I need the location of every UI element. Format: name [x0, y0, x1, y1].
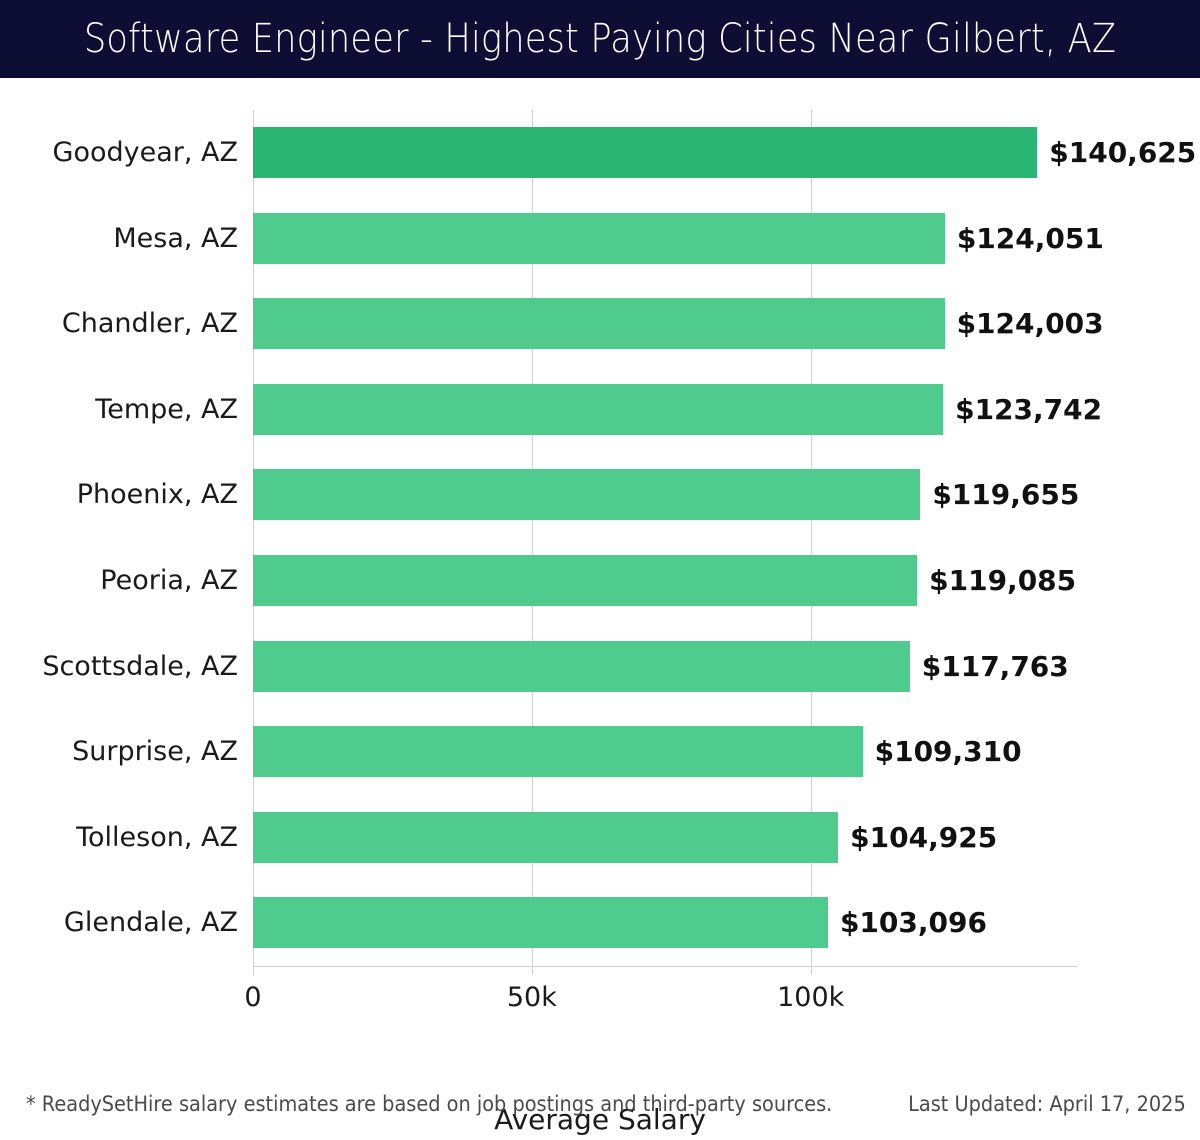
bar-row: Tolleson, AZ $104,925 — [76, 795, 1077, 881]
footer-disclaimer: * ReadySetHire salary estimates are base… — [26, 1092, 833, 1116]
bar-value-label: $109,310 — [874, 735, 1022, 769]
bar — [253, 127, 1038, 178]
bar-value-label: $117,763 — [921, 649, 1069, 683]
bar-category-label: Glendale, AZ — [63, 907, 238, 939]
bar-value-label: $119,085 — [929, 564, 1077, 597]
page-title: Software Engineer - Highest Paying Citie… — [83, 16, 1117, 62]
bar — [253, 212, 945, 264]
gridline — [253, 110, 254, 966]
x-axis-tick-label: 50k — [506, 982, 557, 1013]
bar-row: Peoria, AZ $119,085 — [100, 538, 1077, 624]
x-axis-tick-label: 0 — [244, 982, 262, 1013]
bar-category-label: Mesa, AZ — [113, 222, 238, 254]
gridline — [810, 110, 812, 966]
bar-row: Chandler, AZ $124,003 — [62, 281, 1104, 367]
footer-last-updated: Last Updated: April 17, 2025 — [908, 1092, 1186, 1116]
bar-value-label: $124,051 — [956, 221, 1104, 255]
bar-value-label: $140,625 — [1049, 136, 1197, 169]
bar — [253, 897, 828, 949]
bar-category-label: Tolleson, AZ — [76, 821, 238, 853]
bar-chart: 0 50k 100k Goodyear, AZ $140,625 Mesa, AZ $124… — [0, 78, 1200, 1140]
bar-category-label: Phoenix, AZ — [76, 479, 238, 511]
bar-category-label: Chandler, AZ — [61, 308, 238, 340]
bar-row: Phoenix, AZ $119,655 — [77, 452, 1080, 538]
bar-value-label: $124,003 — [956, 307, 1104, 341]
bar — [253, 383, 944, 435]
bar — [253, 469, 921, 521]
bar-category-label: Tempe, AZ — [95, 393, 238, 425]
x-axis-tick — [810, 966, 812, 975]
x-axis-title: Average Salary — [494, 1103, 706, 1136]
bar-category-label: Peoria, AZ — [100, 565, 238, 596]
plot-area: 0 50k 100k Goodyear, AZ $140,625 Mesa, AZ $124… — [42, 110, 1196, 1013]
x-axis-tick — [253, 966, 254, 975]
bar — [253, 726, 863, 778]
gridline — [531, 110, 533, 966]
bar-row: Tempe, AZ $123,742 — [95, 367, 1102, 453]
title-banner: Software Engineer - Highest Paying Citie… — [0, 0, 1200, 78]
bar-value-label: $103,096 — [839, 906, 987, 940]
bar-row: Surprise, AZ $109,310 — [72, 709, 1077, 795]
bar-row: Glendale, AZ $103,096 — [64, 880, 1077, 966]
bar-row: Mesa, AZ $124,051 — [113, 196, 1104, 282]
bar — [253, 298, 945, 350]
bar — [253, 811, 839, 863]
bar-category-label: Surprise, AZ — [72, 736, 238, 768]
bar-row: Goodyear, AZ $140,625 — [53, 110, 1196, 196]
x-axis-tick-label: 100k — [777, 982, 845, 1013]
bar-value-label: $104,925 — [850, 820, 998, 854]
bar-category-label: Goodyear, AZ — [52, 137, 238, 168]
footer: * ReadySetHire salary estimates are base… — [0, 1092, 1200, 1132]
bar-value-label: $119,655 — [932, 478, 1080, 512]
bar-category-label: Scottsdale, AZ — [42, 650, 238, 682]
bar — [253, 555, 918, 606]
bar-value-label: $123,742 — [955, 392, 1103, 426]
x-axis-tick — [531, 966, 533, 975]
bar-row: Scottsdale, AZ $117,763 — [42, 624, 1077, 710]
x-axis-line — [253, 966, 1077, 967]
bar — [253, 640, 910, 692]
